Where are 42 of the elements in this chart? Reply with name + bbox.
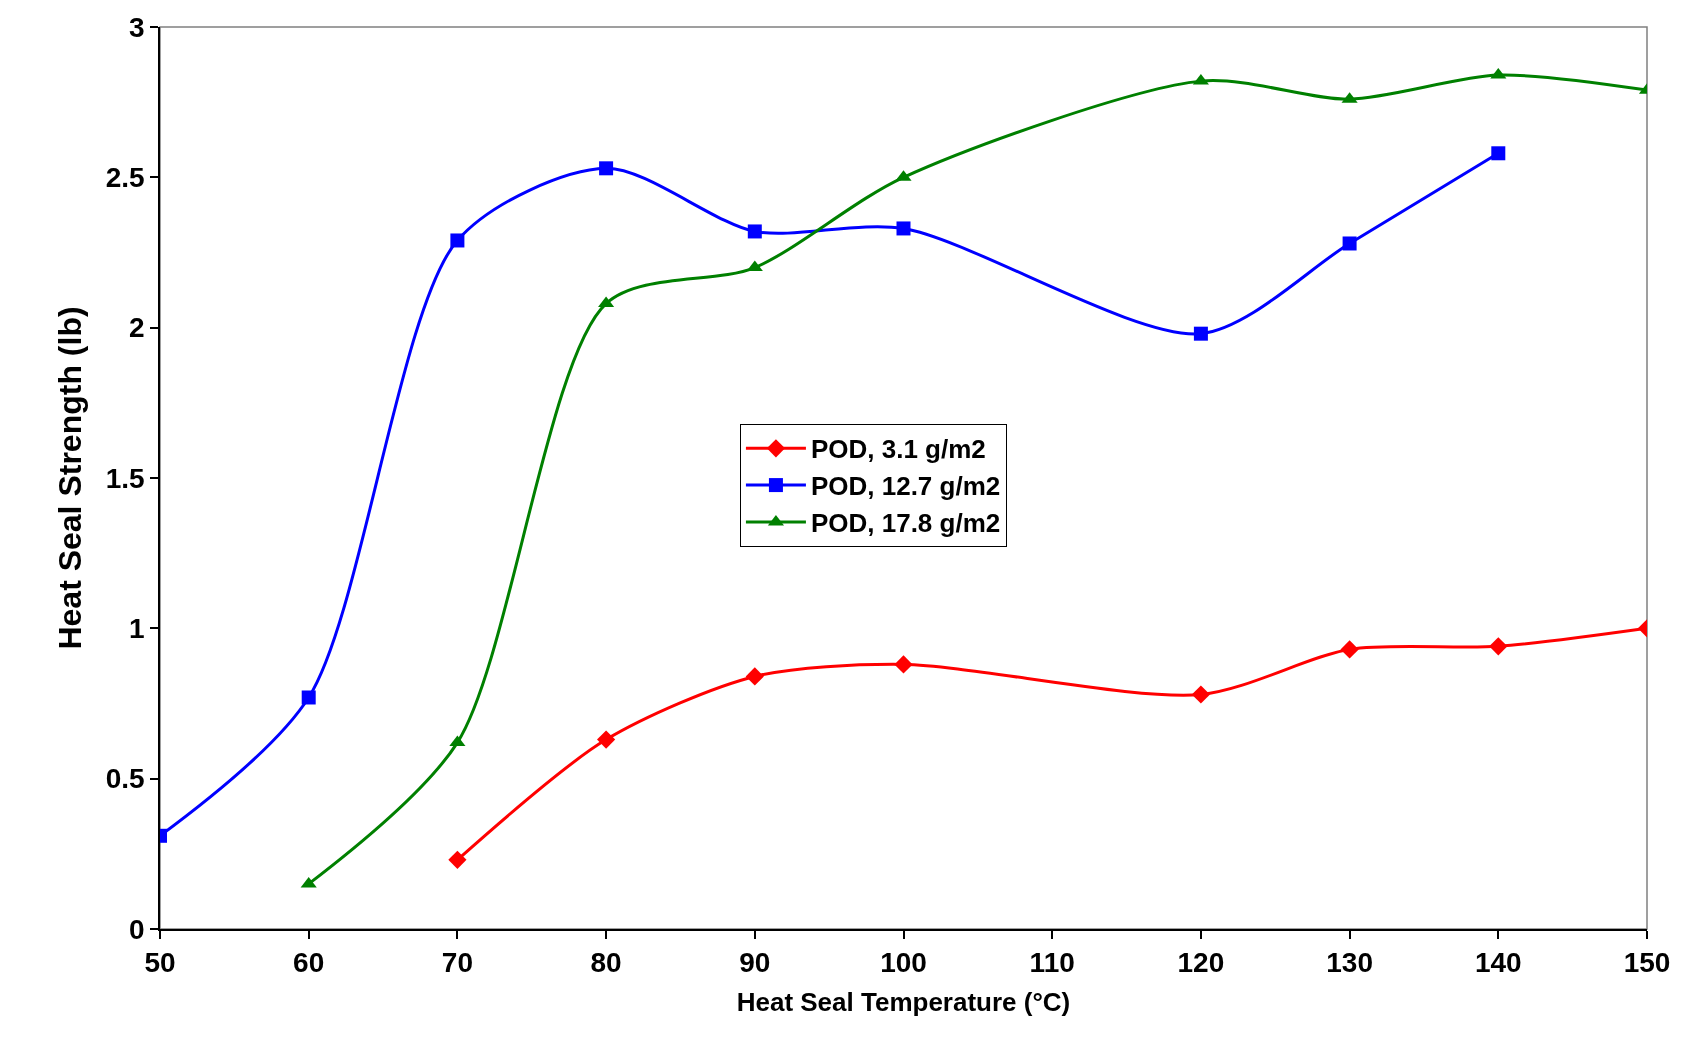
x-tick-label: 130 [1326, 947, 1373, 979]
y-axis-title: Heat Seal Strength (lb) [51, 306, 88, 650]
point [1491, 146, 1506, 161]
point [449, 735, 466, 747]
point [1340, 640, 1359, 659]
x-tick-label: 120 [1177, 947, 1225, 979]
x-tick-label: 150 [1623, 947, 1671, 979]
y-tick-label: 0.5 [105, 763, 145, 795]
y-tick-label: 2.5 [105, 162, 145, 194]
y-tick-label: 1 [129, 613, 145, 645]
point [894, 655, 913, 674]
point [1191, 685, 1210, 704]
point [301, 690, 316, 705]
y-tick-label: 1.5 [105, 462, 145, 494]
legend-label: POD, 12.7 g/m2 [810, 471, 1001, 502]
x-axis-title: Heat Seal Temperature (°C) [736, 986, 1071, 1017]
x-tick-label: 50 [144, 947, 176, 979]
point [597, 730, 616, 749]
x-tick-label: 80 [590, 947, 622, 979]
point [747, 224, 762, 239]
point [300, 876, 317, 888]
x-tick-label: 100 [880, 947, 927, 979]
point [746, 260, 763, 272]
y-tick-label: 3 [129, 11, 145, 43]
point [448, 850, 467, 869]
point [598, 296, 615, 308]
x-tick-label: 90 [739, 947, 771, 979]
point [1193, 326, 1208, 341]
point [1489, 637, 1508, 656]
x-tick-label: 70 [441, 947, 473, 979]
point [896, 221, 911, 236]
x-tick-label: 140 [1474, 947, 1522, 979]
point [1342, 236, 1357, 251]
legend-label: POD, 17.8 g/m2 [810, 508, 1001, 539]
point [599, 161, 614, 176]
y-tick-label: 0 [129, 913, 145, 945]
point [450, 233, 465, 248]
point [745, 667, 764, 686]
y-tick-label: 2 [129, 312, 145, 344]
x-tick-label: 110 [1029, 947, 1075, 979]
x-tick-label: 60 [293, 947, 325, 979]
legend-label: POD, 3.1 g/m2 [810, 434, 986, 465]
